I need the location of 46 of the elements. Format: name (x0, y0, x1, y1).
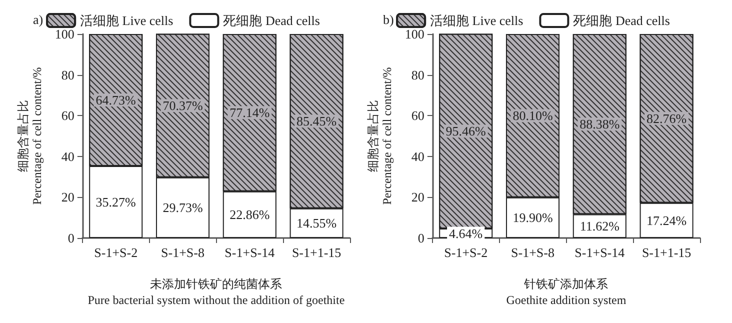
x-axis-title: 未添加针铁矿的纯菌体系 Pure bacterial system without the addition of goethite (88, 277, 345, 307)
y-tick-label: 60 (411, 108, 424, 124)
data-label: 80.10% (512, 108, 553, 124)
chart-title: a) (33, 12, 44, 27)
x-tick-label: S-1+1-15 (292, 245, 342, 260)
data-label: 29.73% (162, 200, 203, 216)
data-label: 35.27% (96, 194, 136, 210)
chart-title: b) (383, 12, 394, 27)
legend-label: 死细胞 Dead cells (573, 13, 670, 28)
y-tick-label: 40 (61, 148, 74, 164)
x-axis-title: 针铁矿添加体系 Goethite addition system (506, 277, 627, 307)
legend-label: 活细胞 Live cells (80, 13, 174, 28)
y-tick-label: 40 (411, 148, 424, 164)
x-tick-label: S-1+S-8 (511, 245, 554, 260)
data-label: 17.24% (646, 212, 687, 228)
data-label: 64.73% (96, 92, 136, 108)
y-axis-title: 细胞含量占比 Percentage of cell content/% (366, 67, 394, 205)
data-label: 14.55% (296, 216, 337, 231)
data-label: 4.64% (449, 226, 483, 241)
data-label: 82.76% (646, 110, 687, 126)
data-label: 19.90% (512, 210, 553, 226)
x-tick-label: S-1+S-2 (94, 245, 138, 260)
y-tick-label: 0 (68, 230, 74, 246)
y-tick-label: 20 (411, 190, 424, 205)
x-tick-label: S-1+S-14 (224, 245, 276, 260)
data-label: 22.86% (230, 207, 270, 222)
y-tick-label: 20 (61, 190, 74, 205)
data-label: 11.62% (580, 218, 620, 234)
legend-label: 活细胞 Live cells (430, 13, 524, 28)
y-tick-label: 60 (61, 108, 74, 124)
data-label: 70.37% (162, 98, 203, 114)
y-axis-title: 细胞含量占比 Percentage of cell content/% (16, 67, 44, 205)
y-tick-label: 80 (411, 67, 424, 82)
legend-label: 死细胞 Dead cells (223, 13, 320, 28)
y-tick-label: 80 (61, 67, 74, 82)
y-tick-label: 100 (54, 26, 74, 42)
x-tick-label: S-1+S-2 (444, 245, 488, 260)
x-tick-label: S-1+S-8 (161, 245, 204, 260)
x-tick-label: S-1+S-14 (574, 245, 626, 260)
x-tick-label: S-1+1-15 (642, 245, 692, 260)
data-label: 95.46% (446, 124, 486, 139)
data-label: 88.38% (580, 116, 620, 132)
data-label: 77.14% (230, 105, 270, 120)
y-tick-label: 0 (418, 230, 424, 246)
y-tick-label: 100 (404, 26, 424, 42)
data-label: 85.45% (296, 114, 337, 129)
